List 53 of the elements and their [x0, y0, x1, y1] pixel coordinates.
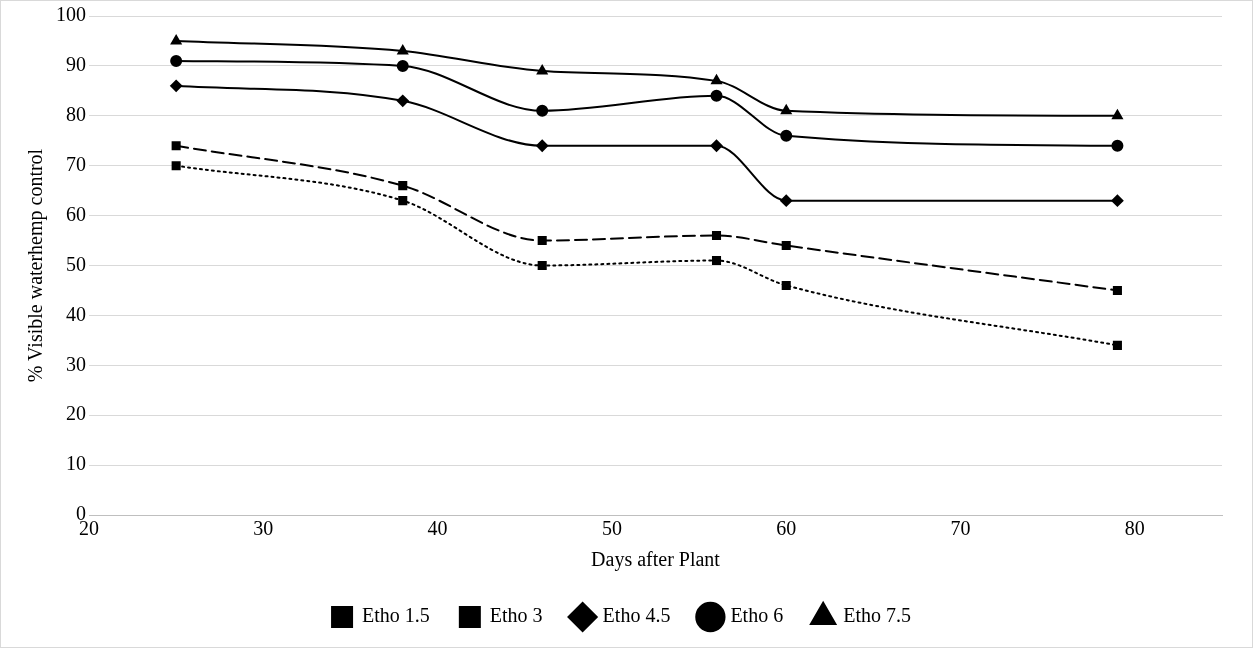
point: [396, 94, 409, 107]
y-tick-label: 30: [66, 352, 86, 375]
y-tick-label: 20: [66, 402, 86, 425]
point: [711, 231, 722, 241]
legend-label: Etho 6: [730, 604, 784, 627]
point: [536, 64, 548, 75]
y-tick-label: 50: [66, 252, 86, 275]
point: [780, 194, 793, 207]
point: [537, 236, 547, 246]
y-tick-label: 80: [66, 103, 86, 126]
point: [536, 139, 549, 152]
point: [170, 34, 182, 45]
point: [171, 141, 181, 151]
point: [170, 54, 183, 67]
point: [780, 104, 792, 115]
x-tick-label: 80: [1124, 517, 1145, 540]
y-tick-label: 100: [56, 3, 86, 26]
x-tick-label: 50: [601, 517, 622, 540]
point: [397, 44, 409, 55]
point: [537, 260, 547, 271]
legend-label: Etho 4.5: [602, 604, 671, 627]
point: [1112, 340, 1122, 350]
point: [398, 181, 408, 191]
point: [711, 74, 722, 85]
x-tick-label: 30: [253, 517, 274, 540]
point: [171, 161, 181, 171]
point: [780, 129, 793, 142]
point: [170, 79, 183, 92]
point: [710, 89, 723, 102]
point: [1112, 285, 1122, 295]
point: [398, 196, 408, 206]
x-axis-title: Days after Plant: [591, 548, 721, 572]
y-tick-label: 60: [66, 202, 86, 225]
point: [1111, 194, 1124, 207]
y-axis-title: % Visible waterhemp control: [24, 148, 48, 383]
point: [536, 104, 549, 117]
x-tick-label: 60: [776, 517, 797, 540]
legend-label: Etho 1.5: [362, 604, 430, 627]
point: [711, 255, 722, 266]
legend-label: Etho 7.5: [843, 604, 911, 627]
point: [781, 241, 791, 251]
y-tick-label: 70: [66, 152, 86, 175]
point: [396, 59, 409, 72]
y-tick-label: 10: [66, 452, 86, 475]
point: [781, 280, 791, 290]
point: [710, 139, 723, 152]
x-tick-label: 70: [950, 517, 971, 540]
y-tick-label: 90: [66, 53, 86, 76]
point: [1112, 109, 1123, 120]
point: [1111, 139, 1124, 152]
x-tick-label: 40: [427, 517, 448, 540]
legend-label: Etho 3: [489, 604, 543, 627]
y-tick-label: 40: [66, 302, 86, 325]
